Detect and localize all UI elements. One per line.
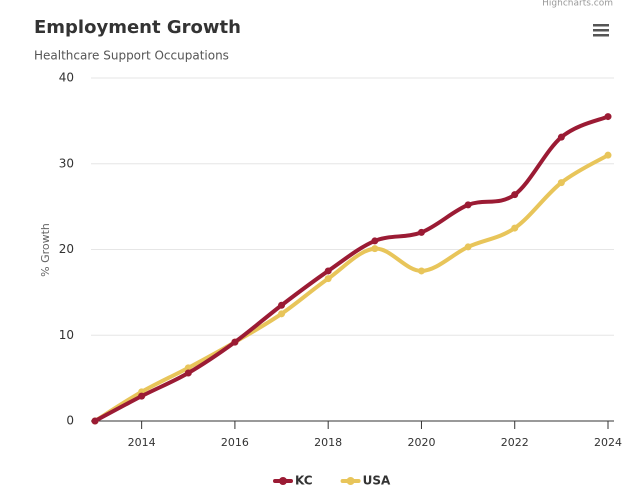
data-point (464, 243, 472, 251)
credit[interactable]: Highcharts.com (542, 0, 613, 9)
menu-bar (593, 34, 609, 37)
menu-button[interactable] (593, 24, 609, 37)
data-point (511, 191, 519, 199)
x-tick-label: 2018 (314, 436, 342, 449)
chart-subtitle: Healthcare Support Occupations (34, 49, 229, 63)
legend-item[interactable]: KC (273, 474, 313, 488)
y-tick-label: 40 (59, 71, 74, 85)
data-point (324, 267, 332, 275)
data-point (557, 179, 565, 187)
x-tick-label: 2014 (128, 436, 156, 449)
data-point (184, 369, 192, 377)
y-tick-label: 0 (66, 414, 74, 428)
data-point (417, 228, 425, 236)
y-axis-label: % Growth (39, 223, 52, 277)
legend-symbol-dot (346, 477, 355, 485)
data-point (464, 201, 472, 209)
data-point (184, 364, 192, 372)
x-tick-label: 2020 (407, 436, 435, 449)
data-point (91, 417, 99, 425)
legend: KC USA (273, 474, 391, 488)
data-point (278, 301, 286, 309)
data-point (231, 338, 239, 346)
y-tick-label: 20 (59, 242, 74, 256)
legend-label: KC (295, 474, 313, 488)
data-point (371, 237, 379, 245)
data-point (417, 267, 425, 275)
data-point (604, 151, 612, 159)
menu-bar (593, 29, 609, 32)
x-tick-label: 2016 (221, 436, 249, 449)
data-point (557, 133, 565, 141)
data-point (138, 392, 146, 400)
x-tick-label: 2024 (594, 436, 622, 449)
chart-title: Employment Growth (34, 17, 241, 38)
x-tick-label: 2022 (501, 436, 529, 449)
menu-bar (593, 24, 609, 27)
data-point (278, 310, 286, 318)
y-tick-label: 30 (59, 156, 74, 170)
data-point (604, 113, 612, 121)
legend-symbol-dot (279, 477, 287, 485)
legend-item[interactable]: USA (340, 474, 391, 488)
data-point (371, 245, 379, 253)
data-point (511, 224, 519, 232)
y-tick-label: 10 (59, 328, 74, 342)
legend-label: USA (363, 474, 391, 488)
data-point (324, 275, 332, 283)
